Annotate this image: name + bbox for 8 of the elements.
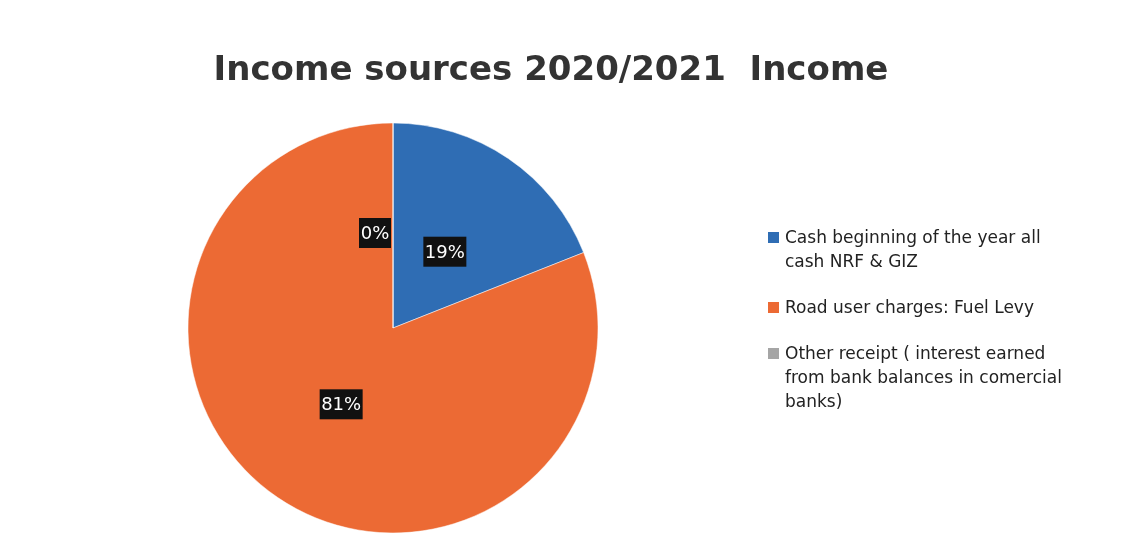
legend-label: Cash beginning of the year all cash NRF & GIZ	[785, 227, 1041, 271]
legend-label: Road user charges: Fuel Levy	[785, 297, 1034, 317]
legend-label: Other receipt ( interest earned from bank balances in comercial banks)	[785, 343, 1062, 411]
data-label: 81%	[321, 393, 362, 415]
pie-slice	[187, 122, 599, 534]
data-label: 19%	[424, 240, 465, 262]
chart-title: Income sources 2020/2021 Income	[213, 48, 889, 88]
text: 0%	[360, 222, 390, 243]
